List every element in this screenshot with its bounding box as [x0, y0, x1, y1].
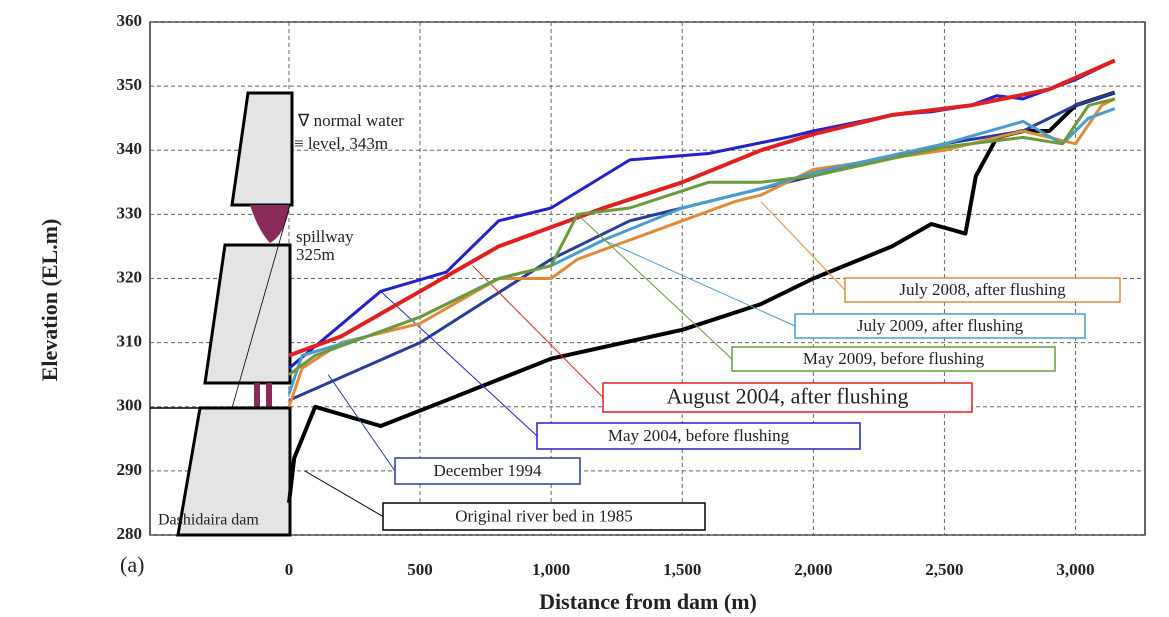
y-tick-label: 280 — [117, 524, 143, 543]
legend-label: August 2004, after flushing — [667, 384, 909, 409]
legend-label: July 2009, after flushing — [857, 316, 1024, 335]
y-tick-label: 350 — [117, 75, 143, 94]
annotation: ≡ level, 343m — [294, 134, 388, 153]
y-tick-label: 340 — [117, 139, 143, 158]
annotation: 325m — [296, 245, 335, 264]
annotation: ∇ normal water — [297, 111, 404, 130]
x-tick-label: 500 — [407, 560, 433, 579]
legend-label: July 2008, after flushing — [899, 280, 1066, 299]
outlet — [266, 383, 272, 407]
x-tick-label: 1,500 — [663, 560, 701, 579]
y-tick-label: 310 — [117, 332, 143, 351]
annotation: Dashidaira dam — [158, 512, 259, 529]
legend-label: Original river bed in 1985 — [455, 506, 633, 525]
outlet — [254, 383, 260, 407]
y-tick-label: 320 — [117, 267, 143, 286]
x-tick-label: 2,500 — [925, 560, 963, 579]
y-tick-label: 330 — [117, 203, 143, 222]
legend-label: May 2004, before flushing — [608, 426, 790, 445]
chart: ∇ normal water ≡ level, 343m spillway 32… — [0, 0, 1169, 617]
y-tick-label: 290 — [117, 460, 143, 479]
y-axis-title: Elevation (EL.m) — [37, 219, 62, 382]
panel-label: (a) — [120, 552, 144, 577]
x-tick-label: 1,000 — [532, 560, 570, 579]
y-tick-label: 300 — [117, 396, 143, 415]
legend-label: May 2009, before flushing — [803, 349, 985, 368]
y-tick-label: 360 — [117, 11, 143, 30]
x-tick-label: 3,000 — [1056, 560, 1094, 579]
x-axis-title: Distance from dam (m) — [539, 589, 757, 614]
legend-label: December 1994 — [433, 461, 542, 480]
x-tick-label: 0 — [285, 560, 294, 579]
annotation: spillway — [296, 227, 354, 246]
x-tick-label: 2,000 — [794, 560, 832, 579]
